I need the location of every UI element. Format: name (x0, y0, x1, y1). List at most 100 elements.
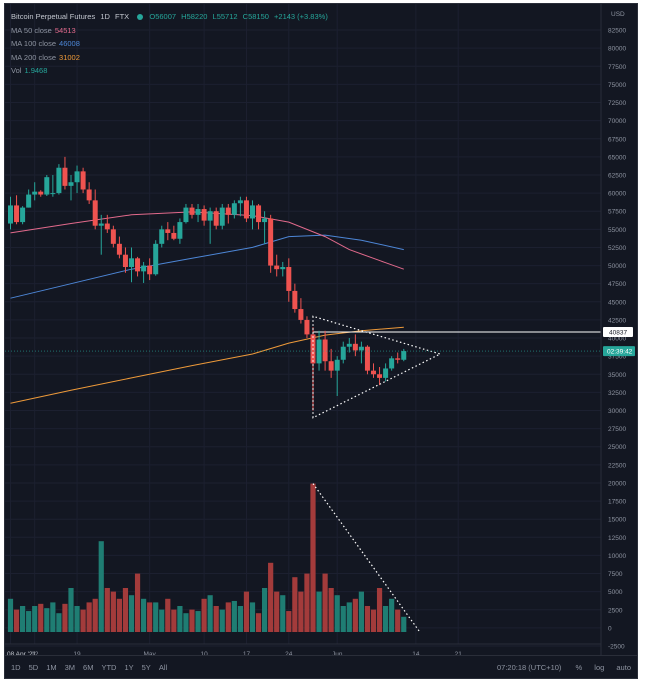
price-axis-label: 80000 (608, 46, 626, 53)
price-axis-label: 65000 (608, 154, 626, 161)
time-axis-label: 21 (455, 651, 463, 656)
volume-bar (56, 613, 62, 632)
price-axis-label: 35000 (608, 372, 626, 379)
range-5d[interactable]: 5D (28, 663, 39, 672)
price-axis-label: 0 (608, 625, 612, 632)
price-chart[interactable]: USD8250080000775007500072500700006750065… (5, 4, 637, 656)
price-axis-label: 2500 (608, 607, 623, 614)
candle-body (280, 267, 286, 270)
volume-bar (134, 573, 141, 632)
volume-bar (153, 602, 159, 632)
symbol-name[interactable]: Bitcoin Perpetual Futures (11, 12, 96, 21)
low-value: L55712 (212, 12, 238, 21)
volume-bar (395, 609, 401, 632)
symmetrical-triangle-pattern[interactable] (312, 315, 442, 419)
candle-body (371, 370, 376, 375)
volume-bar (7, 598, 14, 632)
price-axis-label: 45000 (608, 299, 626, 306)
candle-body (20, 207, 26, 223)
indicator-ma50[interactable]: MA 50 close 54513 (11, 24, 328, 38)
candle-body (183, 207, 189, 223)
volume-bar (195, 611, 201, 632)
candle-body (383, 368, 389, 378)
price-axis-label: 72500 (608, 100, 626, 107)
price-axis-label: -2500 (608, 644, 625, 651)
candle-body (298, 309, 304, 320)
candle-body (56, 167, 62, 194)
candle-body (274, 265, 280, 270)
volume-bar (44, 608, 50, 632)
candle-body (304, 319, 310, 335)
volume-bar (165, 598, 171, 632)
volume-bar (383, 606, 389, 632)
candle-body (364, 346, 370, 371)
price-axis-label: 10000 (608, 553, 626, 560)
volume-bar (262, 588, 268, 632)
range-3m[interactable]: 3M (64, 663, 76, 672)
percent-scale-toggle[interactable]: % (575, 663, 583, 672)
indicator-label: MA 50 close (11, 25, 52, 35)
price-axis-label: 25000 (608, 444, 626, 451)
candle-body (328, 361, 334, 371)
volume-bar (74, 606, 80, 632)
candle-body (243, 200, 249, 219)
horizontal-line-price-tag[interactable] (603, 326, 633, 337)
price-axis-label: 62500 (608, 172, 626, 179)
candle-body (38, 191, 44, 195)
price-axis-label: 40000 (608, 336, 626, 343)
indicator-ma100[interactable]: MA 100 close 46008 (11, 37, 328, 51)
volume-bar (304, 573, 310, 632)
indicator-volume[interactable]: Vol 1.9468 (11, 64, 328, 78)
volume-bar (237, 606, 243, 632)
volume-bar (32, 606, 38, 632)
volume-bar (104, 588, 110, 632)
volume-bar (352, 598, 358, 632)
volume-bar (207, 595, 213, 632)
volume-bar (189, 609, 195, 632)
volume-bar (286, 611, 292, 632)
candle-body (62, 167, 68, 186)
volume-bar (292, 577, 298, 632)
range-all[interactable]: All (158, 663, 168, 672)
volume-bar (110, 591, 116, 632)
price-axis-label: 60000 (608, 191, 626, 198)
volume-bar (310, 483, 316, 632)
candle-body (68, 182, 74, 186)
candle-body (322, 339, 328, 362)
candle-body (346, 343, 352, 347)
candle-body (44, 177, 50, 195)
volume-bar (201, 598, 207, 632)
ohlc-values: O56007 H58220 L55712 C58150 +2143 (+3.83… (149, 12, 327, 21)
market-status-icon (137, 13, 144, 20)
volume-bar (219, 609, 225, 632)
log-scale-toggle[interactable]: log (594, 663, 605, 672)
auto-scale-toggle[interactable]: auto (616, 663, 631, 672)
volume-bar (171, 609, 177, 632)
candle-body (334, 359, 340, 371)
range-6m[interactable]: 6M (83, 663, 94, 672)
volume-bar (358, 591, 364, 632)
range-1d[interactable]: 1D (11, 663, 21, 672)
indicator-label: Vol (11, 66, 22, 75)
price-axis-label: 12500 (608, 535, 626, 542)
candle-body (171, 232, 177, 239)
chart-panel[interactable]: USD 82500 80000 77500 75000 72500 70000 67500 65… (4, 3, 638, 679)
price-axis-label: 27500 (608, 426, 626, 433)
volume-trendline[interactable] (312, 483, 421, 633)
timezone-clock[interactable]: 07:20:18 (UTC+10) (497, 663, 562, 672)
candle-body (237, 200, 243, 204)
price-axis-label: 77500 (608, 64, 626, 71)
candle-body (340, 346, 346, 360)
indicator-ma200[interactable]: MA 200 close 31002 (11, 51, 328, 65)
range-ytd[interactable]: YTD (101, 663, 117, 672)
candle-body (195, 209, 201, 215)
range-5y[interactable]: 5Y (141, 663, 151, 672)
volume-bar (213, 606, 219, 632)
interval-label[interactable]: 1D (100, 12, 110, 21)
volume-bar (116, 598, 122, 632)
price-axis-label: 57500 (608, 209, 626, 216)
range-1y[interactable]: 1Y (124, 663, 134, 672)
range-1m[interactable]: 1M (46, 663, 57, 672)
volume-bar (177, 606, 183, 632)
ma100-line (10, 234, 404, 299)
